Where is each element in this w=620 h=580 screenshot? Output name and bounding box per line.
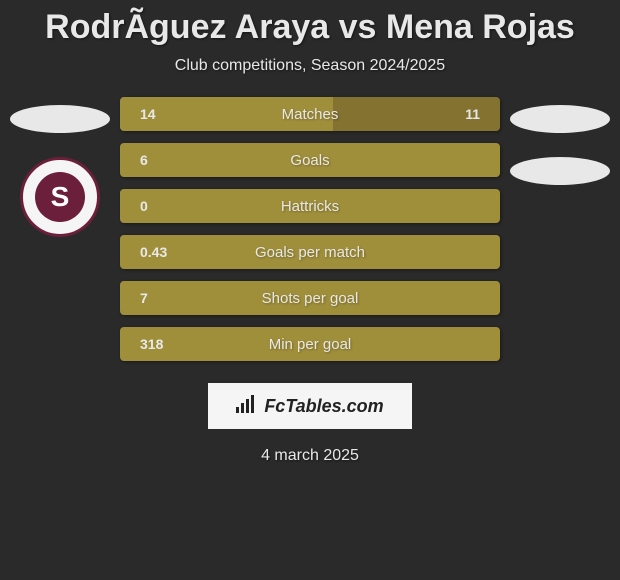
stats-column: 14 Matches 11 6 Goals 0 Hattricks 0.43 G… <box>120 97 500 361</box>
stat-right-value: 11 <box>440 106 480 122</box>
stat-label: Shots per goal <box>180 290 440 307</box>
stat-row: 7 Shots per goal <box>120 281 500 315</box>
stat-left-value: 318 <box>140 336 180 352</box>
right-column <box>500 97 620 361</box>
stat-row: 318 Min per goal <box>120 327 500 361</box>
stat-row: 14 Matches 11 <box>120 97 500 131</box>
content-area: S 14 Matches 11 6 Goals 0 Hattricks 0.43… <box>0 97 620 361</box>
stat-left-value: 6 <box>140 152 180 168</box>
date-label: 4 march 2025 <box>0 447 620 465</box>
chart-icon <box>236 395 258 418</box>
club-logo-letter: S <box>35 172 85 222</box>
comparison-subtitle: Club competitions, Season 2024/2025 <box>0 57 620 75</box>
comparison-title: RodrÃ­guez Araya vs Mena Rojas <box>0 0 620 47</box>
stat-left-value: 14 <box>140 106 180 122</box>
stat-label: Hattricks <box>180 198 440 215</box>
branding-text: FcTables.com <box>264 396 383 417</box>
branding-badge: FcTables.com <box>208 383 412 429</box>
stat-row: 6 Goals <box>120 143 500 177</box>
stat-label: Min per goal <box>180 336 440 353</box>
stat-label: Goals <box>180 152 440 169</box>
stat-row: 0 Hattricks <box>120 189 500 223</box>
stat-left-value: 7 <box>140 290 180 306</box>
stat-row: 0.43 Goals per match <box>120 235 500 269</box>
club-logo-left: S <box>20 157 100 237</box>
stat-left-value: 0 <box>140 198 180 214</box>
player-photo-placeholder-left <box>10 105 110 133</box>
stat-label: Matches <box>180 106 440 123</box>
stat-left-value: 0.43 <box>140 244 180 260</box>
stat-label: Goals per match <box>180 244 440 261</box>
club-logo-placeholder-right <box>510 157 610 185</box>
player-photo-placeholder-right <box>510 105 610 133</box>
left-column: S <box>0 97 120 361</box>
